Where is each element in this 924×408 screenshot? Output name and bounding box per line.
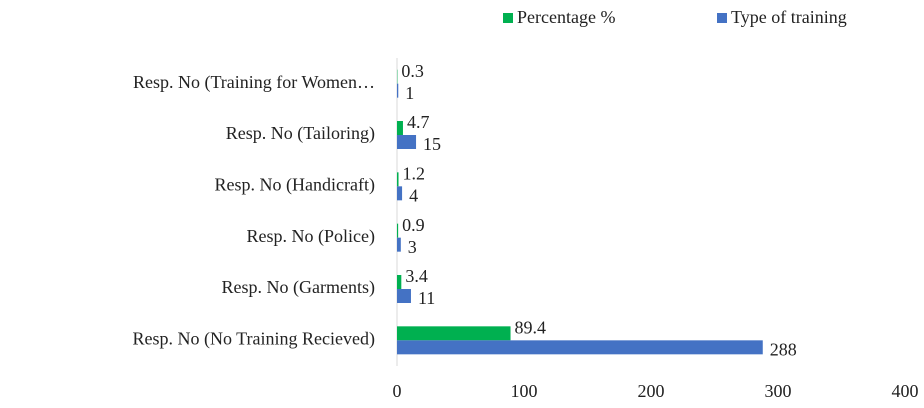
data-label: 0.3 <box>401 61 424 81</box>
y-tick-label: Resp. No (Police) <box>247 226 375 247</box>
bar <box>397 135 417 149</box>
x-tick-label: 0 <box>393 381 402 401</box>
legend-label: Percentage % <box>517 7 615 27</box>
bar <box>397 275 402 289</box>
data-label: 288 <box>770 339 797 359</box>
data-label: 1 <box>405 83 414 103</box>
bar <box>397 340 763 355</box>
legend-swatch <box>503 13 513 23</box>
legend-label: Type of training <box>731 7 847 27</box>
bar <box>397 186 403 201</box>
data-label: 11 <box>418 288 435 308</box>
bar <box>397 223 399 238</box>
bar <box>397 289 411 303</box>
x-tick-label: 300 <box>765 381 792 401</box>
data-label: 1.2 <box>403 163 426 183</box>
y-tick-label: Resp. No (Tailoring) <box>226 123 375 144</box>
bar <box>397 121 403 135</box>
data-label: 89.4 <box>515 317 547 337</box>
y-tick-label: Resp. No (No Training Recieved) <box>133 328 375 349</box>
x-tick-label: 100 <box>511 381 538 401</box>
data-label: 3 <box>408 237 417 257</box>
bar <box>397 326 511 341</box>
data-label: 4.7 <box>407 112 430 132</box>
y-tick-label: Resp. No (Training for Women… <box>133 72 375 93</box>
data-label: 15 <box>423 134 441 154</box>
y-tick-label: Resp. No (Handicraft) <box>215 174 375 195</box>
x-tick-label: 200 <box>638 381 665 401</box>
y-tick-label: Resp. No (Garments) <box>222 277 375 298</box>
legend-swatch <box>717 13 727 23</box>
bar <box>397 237 401 252</box>
x-tick-label: 400 <box>892 381 919 401</box>
bar <box>397 83 399 98</box>
bar <box>397 172 399 187</box>
data-label: 3.4 <box>405 266 428 286</box>
data-label: 0.9 <box>402 215 425 235</box>
data-label: 4 <box>409 185 418 205</box>
